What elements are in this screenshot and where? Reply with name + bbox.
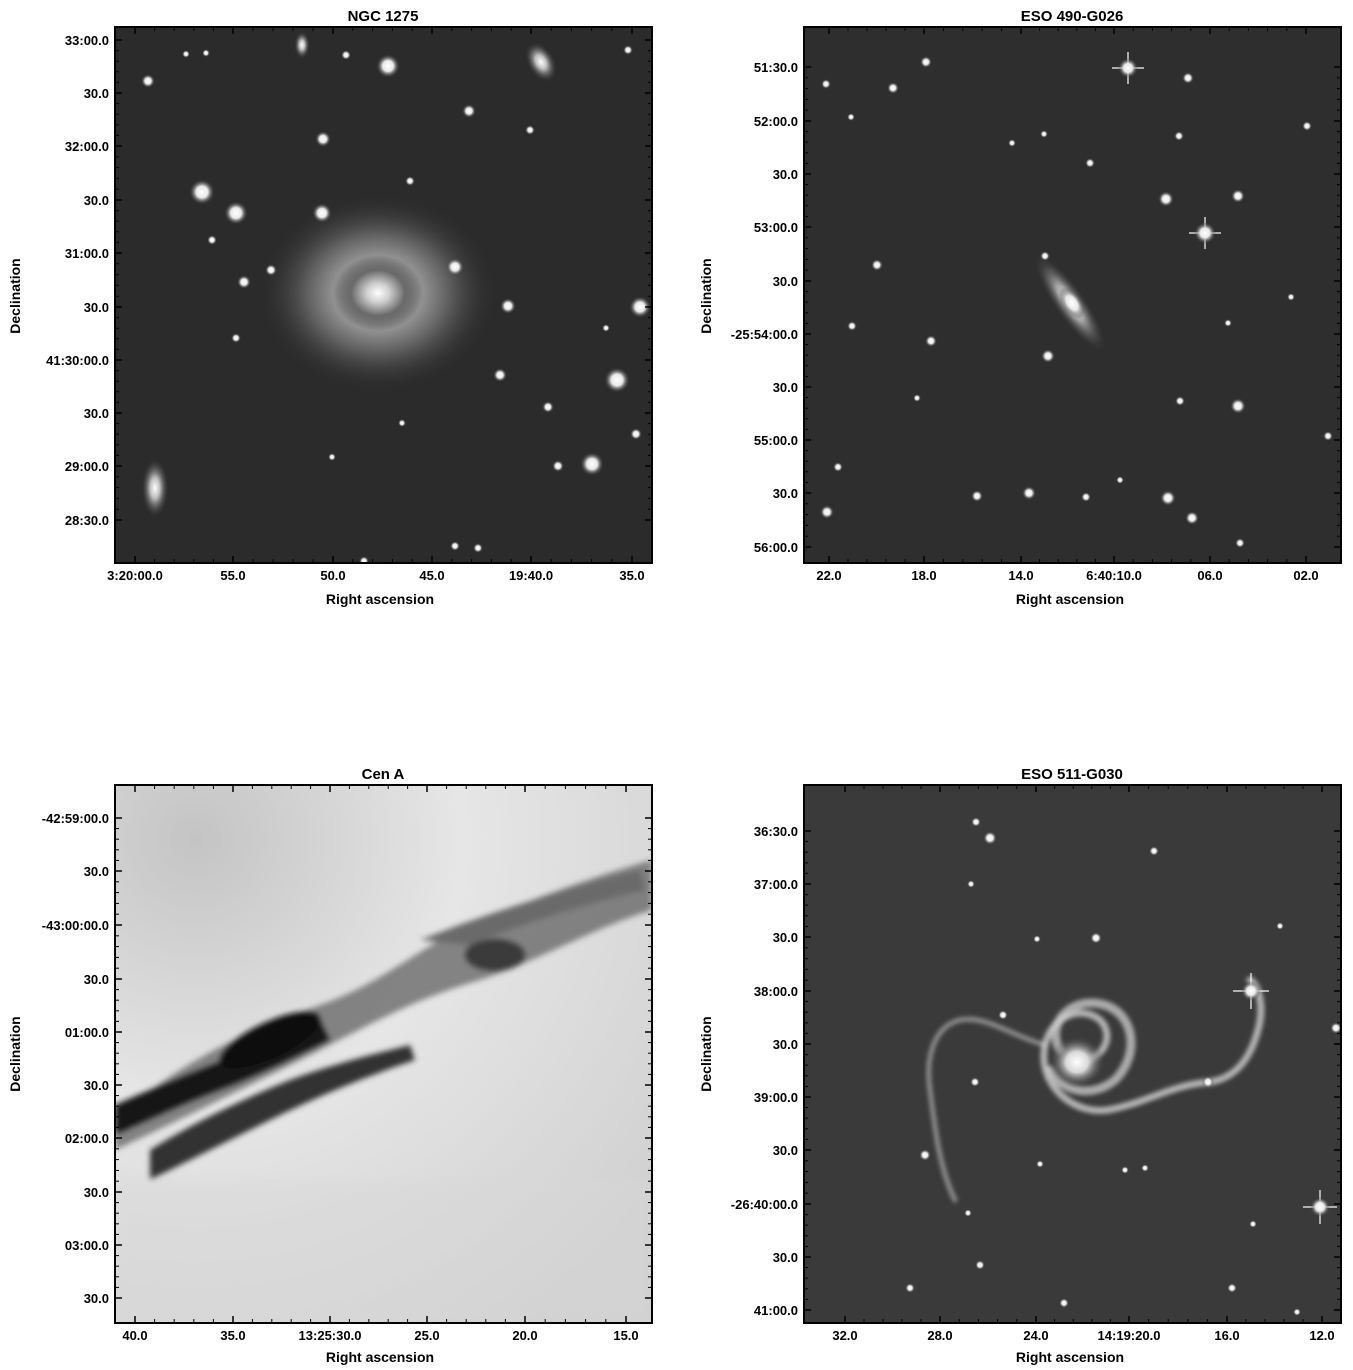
eso511-ylabel: Declination [698,1016,714,1091]
cena-xtick-label: 35.0 [220,1328,245,1343]
cena-ytick-label: 30.0 [84,1185,109,1200]
cena-title: Cen A [362,766,405,783]
eso511-ytick-label: 30.0 [773,1037,798,1052]
cena-xtick-label: 25.0 [414,1328,439,1343]
eso511-xtick-label: 32.0 [832,1328,857,1343]
eso511-ytick-label: 37:00.0 [754,877,798,892]
eso490-ytick-label: 52:00.0 [754,114,798,129]
eso511-ytick-label: 30.0 [773,930,798,945]
eso511-xtick-label: 24.0 [1023,1328,1048,1343]
ngc1275-ytick-label: 33:00.0 [65,33,109,48]
eso490-xlabel: Right ascension [1016,591,1124,607]
cena-xtick-label: 15.0 [613,1328,638,1343]
eso490-ytick-label: 53:00.0 [754,220,798,235]
ngc1275-ylabel: Declination [7,258,23,333]
ngc1275-xtick-label: 45.0 [419,568,444,583]
eso511-ytick-label: 41:00.0 [754,1303,798,1318]
cena-ytick-label: 03:00.0 [65,1238,109,1253]
cena-image [115,785,652,1323]
ngc1275-ytick-label: 30.0 [84,86,109,101]
cena-ytick-label: 01:00.0 [65,1025,109,1040]
eso511-xtick-label: 14:19:20.0 [1098,1328,1161,1343]
cena-ytick-label: 30.0 [84,1078,109,1093]
ngc1275-image [115,27,652,563]
cena-xlabel: Right ascension [326,1349,434,1365]
ngc1275-ytick-label: 30.0 [84,406,109,421]
cena-xtick-label: 40.0 [122,1328,147,1343]
cena-ytick-label: -43:00:00.0 [42,918,109,933]
ngc1275-ytick-label: 41:30:00.0 [46,353,109,368]
eso490-xtick-label: 22.0 [816,568,841,583]
eso511-ytick-label: 30.0 [773,1143,798,1158]
eso490-xtick-label: 06.0 [1197,568,1222,583]
cena-xtick-label: 20.0 [512,1328,537,1343]
ngc1275-xtick-label: 3:20:00.0 [107,568,163,583]
eso490-xtick-label: 6:40:10.0 [1086,568,1142,583]
eso511-ytick-label: 39:00.0 [754,1090,798,1105]
eso511-xtick-label: 16.0 [1214,1328,1239,1343]
eso511-ytick-label: 36:30.0 [754,824,798,839]
eso490-ytick-label: 55:00.0 [754,433,798,448]
eso511-xtick-label: 12.0 [1309,1328,1334,1343]
eso490-ytick-label: 56:00.0 [754,540,798,555]
cena-ytick-label: 30.0 [84,972,109,987]
eso511-ytick-label: 30.0 [773,1250,798,1265]
ngc1275-xtick-label: 19:40.0 [509,568,553,583]
eso490-ytick-label: 30.0 [773,486,798,501]
ngc1275-ytick-label: 30.0 [84,193,109,208]
ngc1275-xtick-label: 55.0 [220,568,245,583]
ngc1275-title: NGC 1275 [348,8,419,25]
cena-frame [114,784,653,1324]
eso511-title: ESO 511-G030 [1021,766,1123,783]
cena-xtick-label: 13:25:30.0 [299,1328,362,1343]
ngc1275-ytick-label: 30.0 [84,300,109,315]
cena-ytick-label: 02:00.0 [65,1131,109,1146]
eso490-image [804,27,1341,563]
ngc1275-xtick-label: 50.0 [320,568,345,583]
eso490-xtick-label: 02.0 [1293,568,1318,583]
eso511-ytick-label: -26:40:00.0 [731,1197,798,1212]
eso490-xtick-label: 14.0 [1008,568,1033,583]
cena-ytick-label: 30.0 [84,864,109,879]
eso490-frame [803,26,1342,564]
eso490-ytick-label: 30.0 [773,380,798,395]
eso490-xtick-label: 18.0 [911,568,936,583]
eso490-ytick-label: -25:54:00.0 [731,327,798,342]
cena-ylabel: Declination [7,1016,23,1091]
eso490-ylabel: Declination [698,258,714,333]
eso511-image [804,785,1341,1323]
ngc1275-ytick-label: 28:30.0 [65,513,109,528]
eso511-xtick-label: 28.0 [927,1328,952,1343]
cena-ytick-label: 30.0 [84,1291,109,1306]
ngc1275-xtick-label: 35.0 [619,568,644,583]
eso511-xlabel: Right ascension [1016,1349,1124,1365]
ngc1275-ytick-label: 29:00.0 [65,459,109,474]
eso490-ytick-label: 30.0 [773,167,798,182]
ngc1275-ytick-label: 32:00.0 [65,139,109,154]
ngc1275-ytick-label: 31:00.0 [65,246,109,261]
eso490-ytick-label: 30.0 [773,274,798,289]
eso511-frame [803,784,1342,1324]
ngc1275-xlabel: Right ascension [326,591,434,607]
ngc1275-frame [114,26,653,564]
eso511-ytick-label: 38:00.0 [754,984,798,999]
eso490-title: ESO 490-G026 [1021,8,1124,25]
cena-ytick-label: -42:59:00.0 [42,811,109,826]
eso490-ytick-label: 51:30.0 [754,60,798,75]
